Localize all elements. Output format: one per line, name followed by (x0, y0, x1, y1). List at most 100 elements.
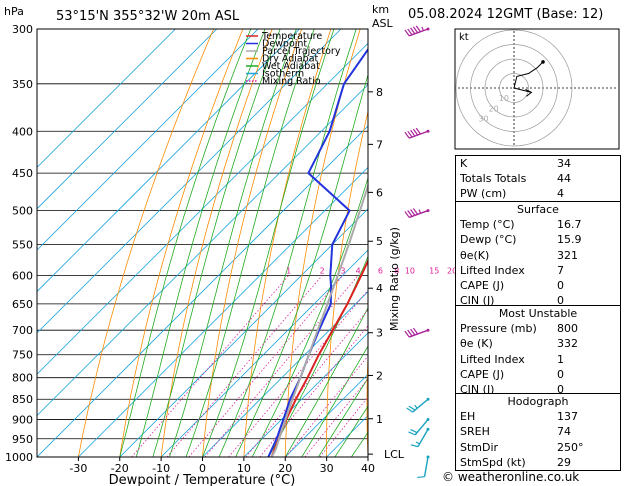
hodo-row: EH 137 (460, 410, 578, 424)
isotherm (37, 29, 342, 334)
x-tick-label: 10 (237, 462, 251, 475)
wind-barb (404, 127, 430, 139)
isotherm (160, 249, 368, 457)
mixing-ratio-label: 8 (394, 266, 399, 275)
mixing-ratio-label: 20 (447, 266, 457, 275)
hodograph-ring (455, 29, 573, 147)
pressure-tick-label: 300 (12, 23, 33, 36)
mixing-ratio-line (285, 355, 368, 457)
wet-adiabat (202, 29, 335, 457)
isotherm (37, 42, 368, 375)
isotherm (37, 29, 176, 168)
wet-adiabat (284, 306, 368, 457)
isotherm (78, 166, 368, 457)
hodograph-frame (454, 28, 620, 150)
km-tick-label: 1 (376, 413, 383, 426)
km-tick-label: 2 (376, 369, 383, 382)
isotherm (37, 29, 218, 210)
dry-adiabat (202, 29, 303, 457)
wind-barb (404, 25, 430, 37)
mixing-ratio-line (204, 275, 359, 457)
km-label: km (372, 3, 389, 16)
hodograph-ring-label: 10 (499, 94, 509, 103)
hodo-row: StmSpd (kt) 29 (460, 455, 571, 469)
hodograph-trace (513, 61, 544, 89)
wind-barb (404, 208, 430, 219)
km-tick-label: 7 (376, 138, 383, 151)
profile-curves (267, 47, 368, 457)
pressure-tick-label: 400 (12, 125, 33, 138)
mixing-ratio-line (188, 275, 344, 457)
km-tick-label: 3 (376, 327, 383, 340)
dry-adiabat (119, 29, 244, 457)
isotherm (243, 332, 368, 457)
index-row: PW (cm) 4 (460, 187, 564, 201)
dry-adiabat (78, 29, 215, 457)
pressure-tick-label: 1000 (5, 451, 33, 464)
hodograph-table-title: Hodograph (507, 395, 569, 408)
most-unstable-title: Most Unstable (498, 307, 578, 320)
legend-label: Dry Adiabat (262, 54, 319, 65)
dry-adiabat (243, 29, 332, 457)
pressure-tick-label: 450 (12, 167, 33, 180)
x-tick-label: 30 (320, 462, 334, 475)
surface-row: Temp (°C) 16.7 (460, 218, 582, 232)
wet-adiabat (169, 29, 297, 457)
isotherm (37, 125, 368, 457)
wet-adiabat (152, 29, 281, 457)
isotherm (37, 84, 368, 417)
unstable-row: Pressure (mb) 800 (460, 322, 578, 336)
wind-barb (408, 418, 430, 436)
km-tick-label: 5 (376, 235, 383, 248)
isotherm (37, 29, 301, 293)
pressure-tick-label: 900 (12, 414, 33, 427)
wind-barb (410, 427, 430, 448)
x-axis-label: Dewpoint / Temperature (°C) (109, 473, 296, 486)
surface-title: Surface (517, 203, 559, 216)
x-tick-label: -20 (111, 462, 129, 475)
wind-barbs (404, 25, 430, 479)
mixing-ratio-line (228, 289, 368, 457)
index-row: Totals Totals 44 (460, 172, 571, 186)
mixing-ratio-label: 10 (405, 266, 415, 275)
mixing-ratio-line (166, 275, 323, 457)
temperature-axis: -30 -20 -10 0 10 20 30 40 (69, 457, 375, 475)
wet-adiabat (334, 405, 368, 457)
unstable-row: θe (K) 332 (460, 337, 578, 351)
series-dewpoint (267, 47, 368, 457)
most-unstable-panel: Most Unstable Pressure (mb) 800 θe (K) 332… (455, 305, 621, 399)
wet-adiabat (301, 345, 368, 457)
hodograph-kt-label: kt (459, 32, 469, 43)
wind-barb (417, 455, 430, 479)
legend-label: Isotherm (262, 69, 304, 80)
legend-label: Temperature (261, 31, 322, 42)
wet-adiabat (218, 29, 357, 457)
wet-adiabat (135, 29, 266, 457)
mixing-ratio-labels: 12346810152025 (286, 266, 471, 275)
km-tick-label: 6 (376, 186, 383, 199)
hodograph-ring-label: 20 (489, 104, 499, 113)
datetime-label: 05.08.2024 12GMT (Base: 12) (408, 7, 604, 22)
hodo-row: StmDir 250° (460, 440, 584, 454)
pressure-tick-label: 350 (12, 78, 33, 91)
dry-adiabat (160, 29, 273, 457)
mixing-ratio-label: 1 (286, 266, 291, 275)
x-tick-label: 40 (361, 462, 375, 475)
surface-panel: Surface Temp (°C) 16.7 Dewp (°C) 15.9 θe(K… (455, 201, 621, 310)
legend-label: Dewpoint (262, 39, 307, 50)
x-tick-label: 20 (278, 462, 292, 475)
km-tick-label: 8 (376, 86, 383, 99)
location-title: 53°15'N 355°32'W 20m ASL (56, 9, 240, 24)
mixing-ratio-label: 2 (320, 266, 325, 275)
indices-panel: K 34 Totals Totals 44 PW (cm) 4 (455, 155, 621, 203)
mixing-ratio-label: 6 (378, 266, 383, 275)
pressure-axis: 300 350 400 450 500 550 600 650 700 750 800 850 900 9… (5, 23, 33, 464)
background-lines (37, 29, 368, 457)
wet-adiabat (185, 29, 315, 457)
pressure-tick-label: 700 (12, 324, 33, 337)
pressure-tick-label: 850 (12, 393, 33, 406)
